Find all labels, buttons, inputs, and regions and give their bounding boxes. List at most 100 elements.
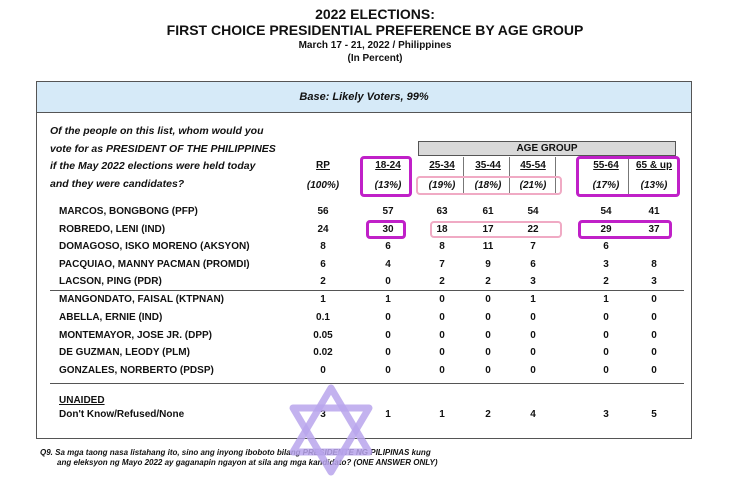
- table-cell: 3: [603, 409, 609, 420]
- table-cell: 0: [439, 365, 445, 376]
- table-cell: 0: [385, 330, 391, 341]
- column-header: 25-34: [429, 160, 455, 171]
- star-watermark-icon: [289, 384, 373, 476]
- highlight-box: [576, 156, 680, 197]
- table-cell: 0: [651, 365, 657, 376]
- table-cell: 8: [651, 259, 657, 270]
- question-line: if the May 2022 elections were held toda…: [50, 160, 256, 172]
- question-line: and they were candidates?: [50, 177, 185, 190]
- question-line: vote for as PRESIDENT OF THE PHILIPPINES: [50, 142, 276, 155]
- table-cell: 5: [651, 409, 657, 420]
- table-cell: 0.05: [313, 330, 333, 341]
- table-cell: 0: [385, 365, 391, 376]
- table-cell: 29: [600, 224, 612, 235]
- table-cell: 1: [385, 409, 391, 420]
- candidate-name: MARCOS, BONGBONG (PFP): [59, 206, 198, 217]
- table-cell: 57: [382, 206, 394, 217]
- table-cell: 0: [485, 365, 491, 376]
- table-cell: 4: [385, 259, 391, 270]
- column-header: RP: [316, 160, 330, 171]
- table-cell: 0: [439, 312, 445, 323]
- table-cell: 0.02: [313, 347, 333, 358]
- table-cell: 0: [530, 347, 536, 358]
- table-cell: 0: [530, 312, 536, 323]
- table-cell: 3: [320, 409, 326, 420]
- star-triangle-down: [289, 404, 373, 476]
- table-cell: 3: [651, 276, 657, 287]
- report-unit: (In Percent): [347, 53, 403, 64]
- table-cell: 0: [651, 294, 657, 305]
- row-divider: [50, 290, 684, 291]
- candidate-name: LACSON, PING (PDR): [59, 276, 162, 287]
- candidate-name: DOMAGOSO, ISKO MORENO (AKSYON): [59, 241, 250, 252]
- report-dates: March 17 - 21, 2022 / Philippines: [298, 40, 452, 51]
- table-cell: 6: [385, 241, 391, 252]
- star-triangle-up: [289, 384, 373, 456]
- question-line: Of the people on this list, whom would y…: [50, 125, 264, 137]
- column-header: 45-54: [520, 160, 546, 171]
- column-base: (19%): [428, 180, 456, 191]
- table-cell: 0: [439, 330, 445, 341]
- column-base: (21%): [519, 180, 547, 191]
- column-base: (100%): [306, 180, 340, 191]
- table-cell: 2: [603, 276, 609, 287]
- candidate-name: MANGONDATO, FAISAL (KTPNAN): [59, 294, 224, 305]
- table-cell: 0: [603, 365, 609, 376]
- table-cell: 0.1: [316, 312, 330, 323]
- table-cell: 2: [320, 276, 326, 287]
- highlight-box: [430, 221, 562, 238]
- table-cell: 0: [439, 347, 445, 358]
- table-cell: 2: [439, 276, 445, 287]
- table-cell: 0: [320, 365, 326, 376]
- table-cell: 54: [600, 206, 612, 217]
- table-cell: 61: [482, 206, 494, 217]
- table-cell: 0: [530, 330, 536, 341]
- table-cell: 7: [530, 241, 536, 252]
- table-cell: 11: [482, 241, 494, 252]
- table-cell: 6: [320, 259, 326, 270]
- table-cell: 3: [603, 259, 609, 270]
- table-cell: 37: [648, 224, 660, 235]
- candidate-name: PACQUIAO, MANNY PACMAN (PROMDI): [59, 259, 250, 270]
- table-cell: 2: [485, 276, 491, 287]
- table-cell: 30: [382, 224, 394, 235]
- candidate-name: ABELLA, ERNIE (IND): [59, 312, 163, 323]
- table-cell: 1: [439, 409, 445, 420]
- footnote-line: ang eleksyon ng Mayo 2022 ay gaganapin n…: [57, 458, 438, 467]
- table-cell: 0: [385, 312, 391, 323]
- report-title-line1: 2022 ELECTIONS:: [315, 6, 435, 22]
- table-cell: 0: [485, 312, 491, 323]
- highlight-box: [416, 176, 562, 195]
- table-cell: 2: [485, 409, 491, 420]
- table-cell: 0: [385, 347, 391, 358]
- column-base: (13%): [640, 180, 668, 191]
- column-base: (13%): [374, 180, 402, 191]
- column-separator: [628, 157, 629, 195]
- base-band: Base: Likely Voters, 99%: [37, 82, 691, 113]
- table-cell: 1: [385, 294, 391, 305]
- table-cell: 17: [482, 224, 494, 235]
- footnote-line: Q9. Sa mga taong nasa listahang ito, sin…: [40, 448, 431, 457]
- table-cell: 24: [317, 224, 329, 235]
- question-text: Of the people on this list, whom would y…: [50, 123, 300, 193]
- highlight-box: [360, 156, 412, 197]
- column-header: 55-64: [593, 160, 619, 171]
- candidate-name: GONZALES, NORBERTO (PDSP): [59, 365, 214, 376]
- report-title-line2: FIRST CHOICE PRESIDENTIAL PREFERENCE BY …: [166, 22, 584, 38]
- table-cell: 7: [439, 259, 445, 270]
- column-base: (17%): [592, 180, 620, 191]
- table-cell: 0: [603, 312, 609, 323]
- table-cell: 18: [436, 224, 448, 235]
- row-divider: [50, 383, 684, 384]
- table-cell: 22: [527, 224, 539, 235]
- table-cell: 1: [530, 294, 536, 305]
- table-cell: 1: [320, 294, 326, 305]
- highlight-box: [578, 220, 672, 239]
- table-cell: 9: [485, 259, 491, 270]
- table-cell: 3: [530, 276, 536, 287]
- table-cell: 56: [317, 206, 329, 217]
- table-cell: 0: [485, 347, 491, 358]
- table-cell: 0: [651, 330, 657, 341]
- table-cell: 6: [603, 241, 609, 252]
- table-cell: 8: [439, 241, 445, 252]
